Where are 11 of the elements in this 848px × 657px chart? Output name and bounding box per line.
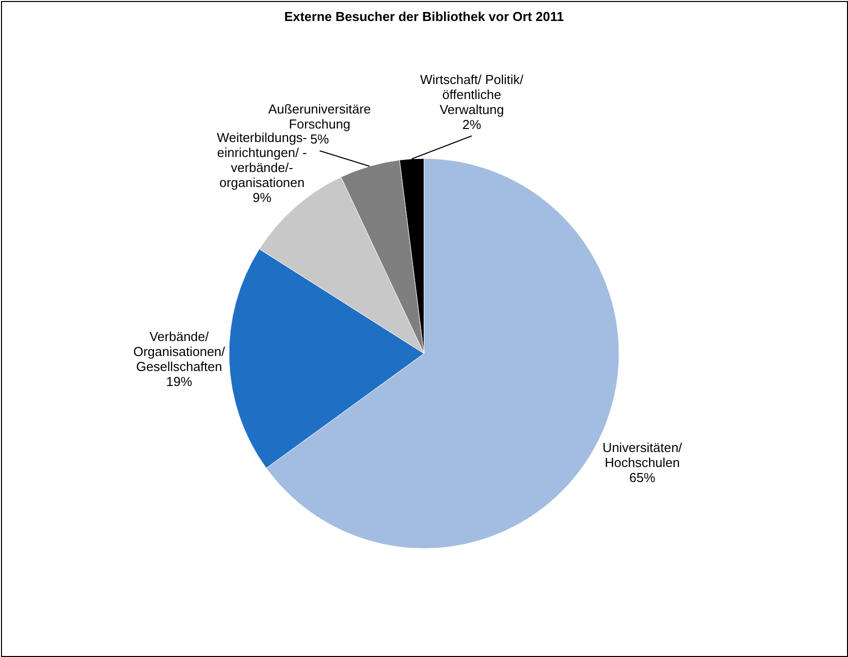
slice-label: Wirtschaft/ Politik/ öffentliche Verwaltung	[420, 72, 524, 117]
data-label: 65%	[629, 470, 656, 486]
data-label: 9%	[252, 190, 272, 206]
slice-label: Außeruniversitäre Forschung	[268, 102, 371, 132]
data-label: 19%	[166, 374, 193, 390]
data-label: 5%	[310, 132, 330, 147]
chart-title: Externe Besucher der Bibliothek vor Ort 2011	[284, 9, 564, 24]
slice-label: Universitäten/ Hochschulen	[602, 440, 682, 470]
slice-label: Weiterbildungs- einrichtungen/ - verbände/- organisationen	[216, 130, 308, 190]
slice-label: Verbände/ Organisationen/ Gesellschaften	[133, 329, 226, 374]
data-label: 2%	[462, 116, 482, 132]
